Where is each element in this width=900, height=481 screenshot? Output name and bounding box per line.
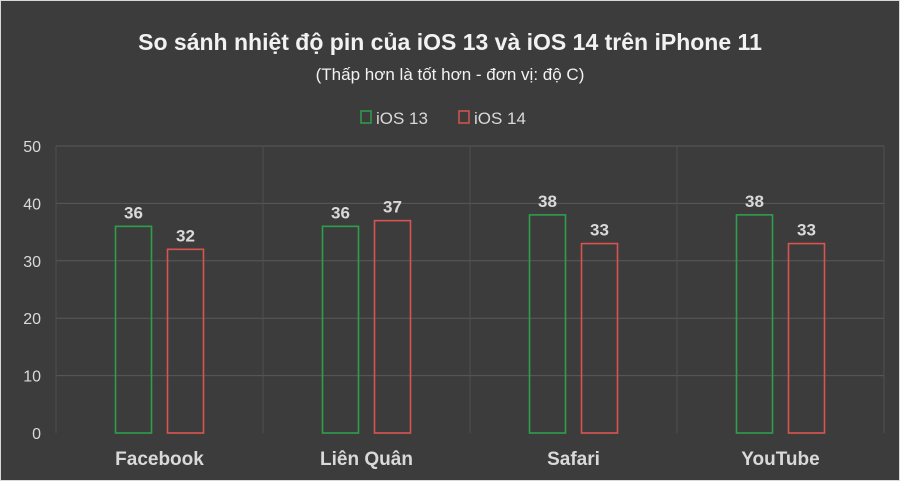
axes: 0 10 20 30 40 50 Facebook Liên Quân Safari YouTub… [23,139,820,470]
bar-ios14 [166,248,205,434]
legend: iOS 13 iOS 14 [360,109,526,128]
x-category-label: YouTube [741,449,819,470]
legend-swatch-ios14 [458,110,470,124]
bar-ios14 [580,242,619,434]
legend-swatch-ios13 [360,110,372,124]
x-category-label: Liên Quân [320,449,413,470]
y-tick-label: 10 [23,369,41,386]
legend-label-ios13: iOS 13 [376,109,428,128]
bar-ios13 [528,214,567,434]
bars [114,214,826,434]
bar-ios13 [321,225,360,434]
bar-ios13 [114,225,153,434]
bar-ios14 [373,219,412,434]
data-label-ios14: 33 [590,221,609,240]
data-label-ios13: 38 [745,192,764,211]
bar-ios13 [735,214,774,434]
grid [55,145,885,433]
data-label-ios13: 38 [538,192,557,211]
data-label-ios13: 36 [124,203,143,222]
x-category-label: Safari [547,449,600,470]
bar-ios14 [787,242,826,434]
y-tick-label: 30 [23,254,41,271]
y-tick-label: 20 [23,311,41,328]
x-category-label: Facebook [115,449,204,470]
data-label-ios14: 33 [797,221,816,240]
y-tick-label: 40 [23,196,41,213]
data-label-ios14: 37 [383,198,402,217]
data-labels: 36 32 36 37 38 33 38 33 [124,192,816,245]
data-label-ios14: 32 [176,226,195,245]
y-tick-label: 50 [23,139,41,156]
legend-label-ios14: iOS 14 [474,109,526,128]
chart-subtitle: (Thấp hơn là tốt hơn - đơn vị: độ C) [316,65,585,84]
y-tick-label: 0 [32,426,41,443]
data-label-ios13: 36 [331,203,350,222]
chart-title: So sánh nhiệt độ pin của iOS 13 và iOS 1… [138,29,762,55]
